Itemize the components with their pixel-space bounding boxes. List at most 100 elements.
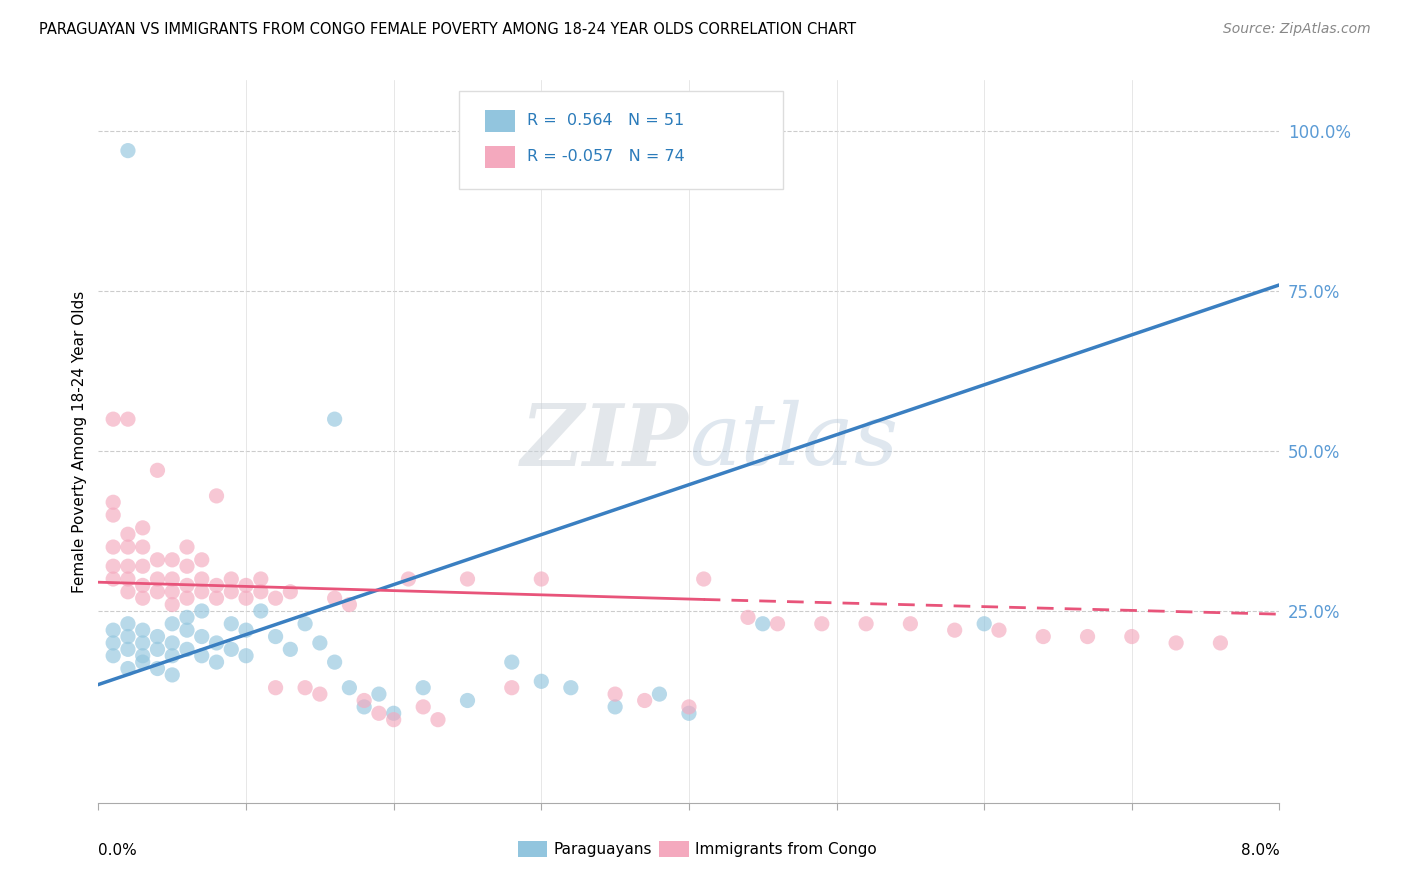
Point (280, 584, 302, 599)
Point (103, 508, 125, 522)
Point (132, 578, 155, 592)
Point (530, 572, 553, 586)
Point (294, 616, 316, 631)
Text: PARAGUAYAN VS IMMIGRANTS FROM CONGO FEMALE POVERTY AMONG 18-24 YEAR OLDS CORRELA: PARAGUAYAN VS IMMIGRANTS FROM CONGO FEMA… (39, 22, 856, 37)
Point (162, 553, 183, 567)
Point (117, 642, 139, 657)
Point (132, 559, 155, 574)
Point (280, 642, 302, 657)
Text: R =  0.564   N = 51: R = 0.564 N = 51 (527, 113, 685, 128)
Point (1209, 636, 1232, 650)
Point (235, 623, 257, 637)
Point (752, 616, 775, 631)
Point (176, 610, 198, 624)
Point (412, 699, 434, 714)
Point (103, 412, 125, 426)
Point (103, 540, 125, 554)
Point (103, 623, 125, 637)
Point (146, 584, 169, 599)
Point (162, 584, 183, 599)
Point (162, 668, 183, 682)
Point (162, 636, 183, 650)
FancyBboxPatch shape (485, 110, 516, 132)
Point (176, 623, 198, 637)
Point (117, 144, 139, 158)
Point (1166, 636, 1188, 650)
Point (117, 572, 139, 586)
Point (205, 591, 228, 606)
Point (368, 687, 391, 701)
Point (146, 630, 169, 644)
Point (323, 412, 346, 426)
Point (382, 706, 405, 721)
Point (811, 616, 834, 631)
Point (191, 572, 214, 586)
Point (634, 693, 657, 707)
FancyBboxPatch shape (485, 146, 516, 168)
Text: R = -0.057   N = 74: R = -0.057 N = 74 (527, 149, 685, 164)
Point (323, 655, 346, 669)
Point (678, 706, 700, 721)
Point (146, 661, 169, 675)
Point (250, 584, 273, 599)
Point (117, 412, 139, 426)
Point (221, 642, 243, 657)
Point (132, 591, 155, 606)
Point (250, 572, 273, 586)
FancyBboxPatch shape (458, 91, 783, 189)
Point (191, 553, 214, 567)
Point (176, 642, 198, 657)
Point (264, 591, 287, 606)
Point (988, 623, 1011, 637)
Point (221, 616, 243, 631)
Point (176, 591, 198, 606)
Point (900, 616, 922, 631)
Point (103, 636, 125, 650)
Point (398, 572, 420, 586)
Point (1032, 630, 1054, 644)
Point (235, 648, 257, 663)
Point (605, 687, 627, 701)
Point (353, 699, 375, 714)
Point (339, 598, 361, 612)
Text: Source: ZipAtlas.com: Source: ZipAtlas.com (1223, 22, 1371, 37)
Point (176, 540, 198, 554)
Point (205, 655, 228, 669)
Point (648, 687, 671, 701)
Point (368, 706, 391, 721)
Point (501, 655, 523, 669)
Point (103, 572, 125, 586)
Point (737, 610, 759, 624)
Point (117, 559, 139, 574)
Point (530, 674, 553, 689)
Point (294, 681, 316, 695)
Point (943, 623, 966, 637)
Point (264, 681, 287, 695)
Point (205, 578, 228, 592)
FancyBboxPatch shape (659, 841, 689, 857)
Point (132, 636, 155, 650)
Point (146, 572, 169, 586)
Y-axis label: Female Poverty Among 18-24 Year Olds: Female Poverty Among 18-24 Year Olds (72, 291, 87, 592)
Point (176, 578, 198, 592)
Point (132, 623, 155, 637)
Point (146, 463, 169, 477)
Point (205, 489, 228, 503)
Point (353, 693, 375, 707)
Point (766, 616, 789, 631)
Point (309, 636, 332, 650)
Text: ZIP: ZIP (522, 400, 689, 483)
Point (162, 616, 183, 631)
Point (117, 527, 139, 541)
Point (205, 636, 228, 650)
Point (323, 591, 346, 606)
Point (191, 630, 214, 644)
Point (162, 648, 183, 663)
Point (146, 642, 169, 657)
Point (560, 681, 582, 695)
FancyBboxPatch shape (517, 841, 547, 857)
Text: 8.0%: 8.0% (1240, 843, 1279, 857)
Point (235, 578, 257, 592)
Point (117, 584, 139, 599)
Point (221, 584, 243, 599)
